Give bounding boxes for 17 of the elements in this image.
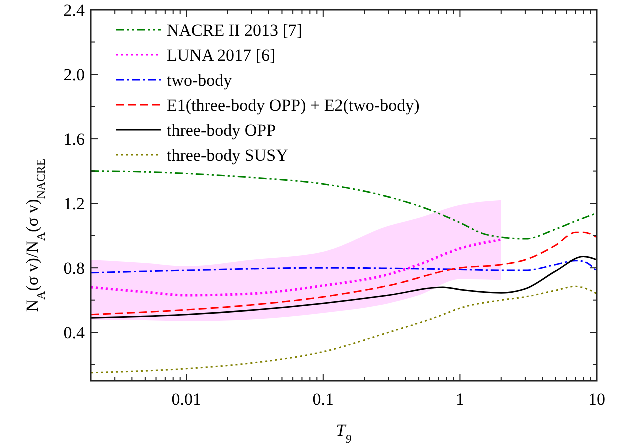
legend-label: NACRE II 2013 [7]	[167, 21, 303, 40]
y-tick-label: 2.4	[64, 1, 86, 20]
y-tick-label: 1.6	[64, 130, 85, 150]
legend-label: two-body	[167, 71, 233, 90]
legend-label: three-body SUSY	[167, 146, 288, 165]
legend-label: E1(three-body OPP) + E2(two-body)	[167, 96, 420, 115]
x-tick-label: 0.1	[312, 390, 334, 409]
x-axis-title: T$_{9}$	[336, 421, 352, 444]
x-tick-label: 10	[588, 390, 606, 409]
y-tick-label: 0.4	[64, 324, 86, 343]
y-tick-label: 0.8	[64, 259, 85, 278]
y-tick-label: 2.0	[64, 66, 85, 85]
x-tick-label: 0.01	[172, 390, 202, 409]
legend-label: LUNA 2017 [6]	[167, 46, 276, 65]
x-tick-label: 1	[456, 390, 464, 409]
legend-label: three-body OPP	[167, 121, 276, 140]
y-tick-label: 1.2	[64, 194, 85, 214]
